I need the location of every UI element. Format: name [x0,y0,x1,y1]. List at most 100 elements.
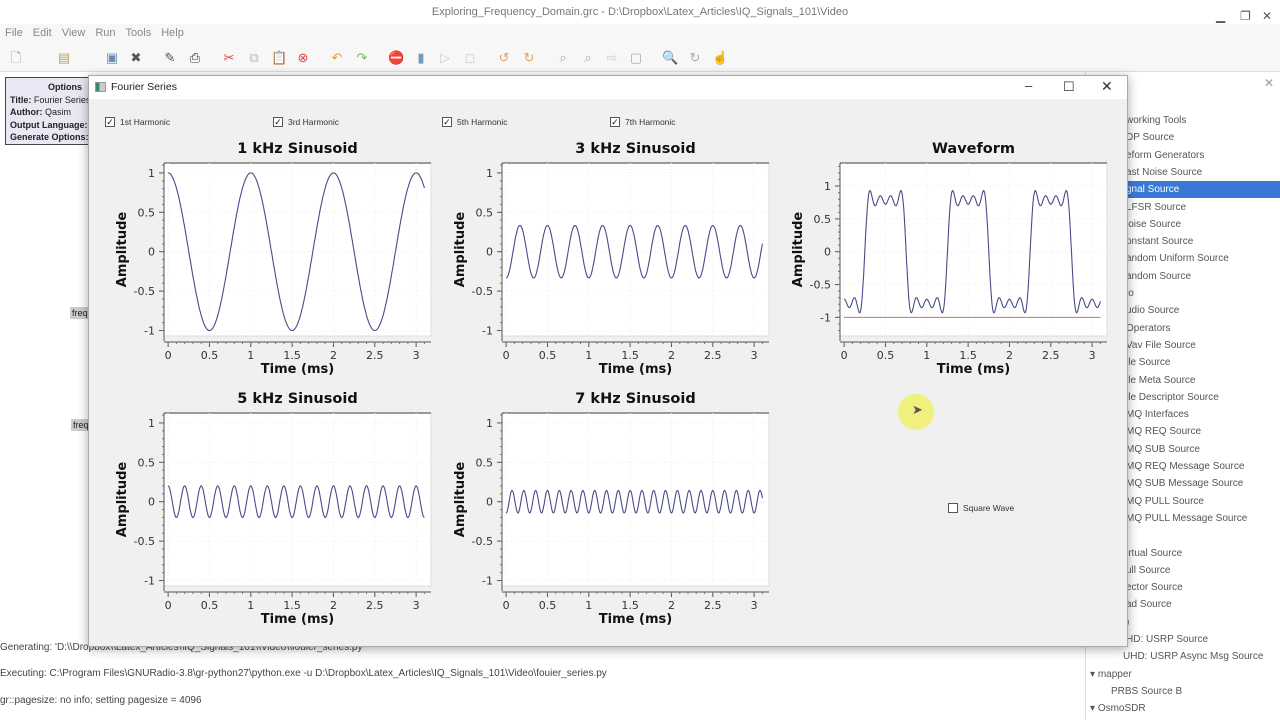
tree-item[interactable]: HD: USRP Source [1086,631,1280,648]
menu-run[interactable]: Run [95,27,116,39]
open-icon[interactable]: ▤ [57,50,71,65]
close-icon[interactable]: ✕ [1101,78,1113,94]
console-line: Generating: 'D:\\Dropbox\\Latex_Articles… [0,642,363,653]
stop-icon[interactable]: ◻ [464,50,476,65]
find-icon[interactable]: 🔍 [662,50,679,65]
x-axis-label: Time (ms) [261,362,334,377]
reload-icon[interactable]: ↻ [689,50,701,65]
checkbox-box[interactable]: ✓ [273,117,283,127]
x-tick-label: 0.5 [201,599,219,612]
tree-item[interactable]: ▾ mapper [1086,666,1280,683]
variable-block[interactable]: freq [70,307,88,319]
menu-file[interactable]: File [5,27,23,39]
tree-item[interactable]: andom Source [1086,268,1280,285]
y-tick-label: 0 [486,246,493,259]
tree-item[interactable]: working Tools [1086,112,1280,129]
checkbox-3rd-harmonic[interactable]: ✓ 3rd Harmonic [273,117,339,127]
tree-item[interactable]: ector Source [1086,579,1280,596]
options-block-title: Options [48,82,82,92]
checkbox-square-wave[interactable]: Square Wave [948,503,1014,513]
new-icon[interactable]: 🗋 [10,50,22,65]
tree-item[interactable]: MQ SUB Source [1086,441,1280,458]
hand-icon[interactable]: ☝ [712,50,729,65]
bypass-icon[interactable]: ⇨ [606,50,618,65]
rotate-cw-icon[interactable]: ↻ [523,50,535,65]
redo-icon[interactable]: ↷ [356,50,368,65]
tree-item[interactable]: DP Source [1086,129,1280,146]
generate-icon[interactable]: ▮ [417,50,425,65]
expander-icon[interactable]: ▾ [1090,703,1098,715]
plot-area [163,412,432,587]
tree-item[interactable]: MQ Interfaces [1086,406,1280,423]
options-block[interactable]: Options Title: Fourier Series Author: Qa… [5,77,95,145]
tree-item[interactable]: io [1086,285,1280,302]
checkbox-5th-harmonic[interactable]: ✓ 5th Harmonic [442,117,508,127]
tree-item[interactable]: ad Source [1086,596,1280,613]
tree-item[interactable]: loise Source [1086,216,1280,233]
y-tick-label: -1 [482,324,493,337]
close-icon[interactable]: ✕ [1262,9,1273,23]
tree-item[interactable]: ile Descriptor Source [1086,389,1280,406]
tree-item[interactable]: MQ PULL Message Source [1086,510,1280,527]
tree-item[interactable]: onstant Source [1086,233,1280,250]
create-hier-icon[interactable]: ▢ [629,50,643,65]
y-axis-label: Amplitude [115,462,130,538]
tree-item[interactable]: gnal Source [1086,181,1280,199]
tree-item[interactable]: Vav File Source [1086,337,1280,354]
mouse-pointer-icon: ➤ [912,402,923,417]
variable-block[interactable]: freq [71,419,89,431]
checkbox-1st-harmonic[interactable]: ✓ 1st Harmonic [105,117,170,127]
checkbox-box[interactable]: ✓ [105,117,115,127]
tree-item[interactable]: Operators [1086,320,1280,337]
delete-icon[interactable]: ⊗ [297,50,309,65]
disable-icon[interactable]: ⌕ [584,50,592,65]
tree-item[interactable]: ast Noise Source [1086,164,1280,181]
copy-icon[interactable]: ⧉ [249,50,259,65]
save-icon[interactable]: ▣ [105,50,119,65]
minimize-icon[interactable]: – [1025,78,1033,93]
close-flowgraph-icon[interactable]: ✖ [130,50,142,65]
edit-icon[interactable]: ✎ [164,50,176,65]
kill-icon[interactable]: ⛔ [388,50,405,65]
tree-item[interactable]: ▾ OsmoSDR [1086,700,1280,717]
close-panel-icon[interactable]: ✕ [1264,76,1275,90]
rotate-ccw-icon[interactable]: ↺ [498,50,510,65]
minimize-icon[interactable]: ▁ [1216,9,1226,23]
checkbox-7th-harmonic[interactable]: ✓ 7th Harmonic [610,117,676,127]
tree-item[interactable]: MQ PULL Source [1086,493,1280,510]
checkbox-box[interactable] [948,503,958,513]
tree-item[interactable]: LFSR Source [1086,199,1280,216]
tree-item-label: irtual Source [1126,547,1183,559]
maximize-icon[interactable]: ❐ [1240,9,1251,23]
expander-icon[interactable]: ▾ [1090,668,1098,680]
paste-icon[interactable]: 📋 [271,50,288,65]
tree-item[interactable]: ile Source [1086,354,1280,371]
tree-item[interactable]: MQ SUB Message Source [1086,475,1280,492]
checkbox-box[interactable]: ✓ [442,117,452,127]
execute-icon[interactable]: ▷ [440,50,450,65]
cut-icon[interactable]: ✂ [223,50,235,65]
tree-item-label: ector Source [1126,582,1183,594]
enable-icon[interactable]: ⌕ [559,50,567,65]
menu-edit[interactable]: Edit [32,27,52,39]
tree-item-label: loise Source [1126,218,1182,230]
tree-item[interactable]: irtual Source [1086,545,1280,562]
checkbox-box[interactable]: ✓ [610,117,620,127]
y-tick-label: -1 [144,574,155,587]
maximize-icon[interactable]: ☐ [1063,79,1075,94]
tree-item[interactable]: andom Uniform Source [1086,250,1280,267]
tree-item[interactable]: PRBS Source B [1086,683,1280,700]
tree-item[interactable]: udio Source [1086,302,1280,319]
tree-item[interactable]: ull Source [1086,562,1280,579]
tree-item[interactable]: ile Meta Source [1086,372,1280,389]
print-icon[interactable]: ⎙ [189,50,201,65]
menu-help[interactable]: Help [161,27,184,39]
undo-icon[interactable]: ↶ [331,50,343,65]
tree-item[interactable]: MQ REQ Source [1086,423,1280,440]
series-line [167,172,425,332]
tree-item[interactable]: eform Generators [1086,147,1280,164]
menu-view[interactable]: View [61,27,86,39]
menu-tools[interactable]: Tools [125,27,152,39]
tree-item[interactable]: MQ REQ Message Source [1086,458,1280,475]
tree-item[interactable]: UHD: USRP Async Msg Source [1086,648,1280,665]
